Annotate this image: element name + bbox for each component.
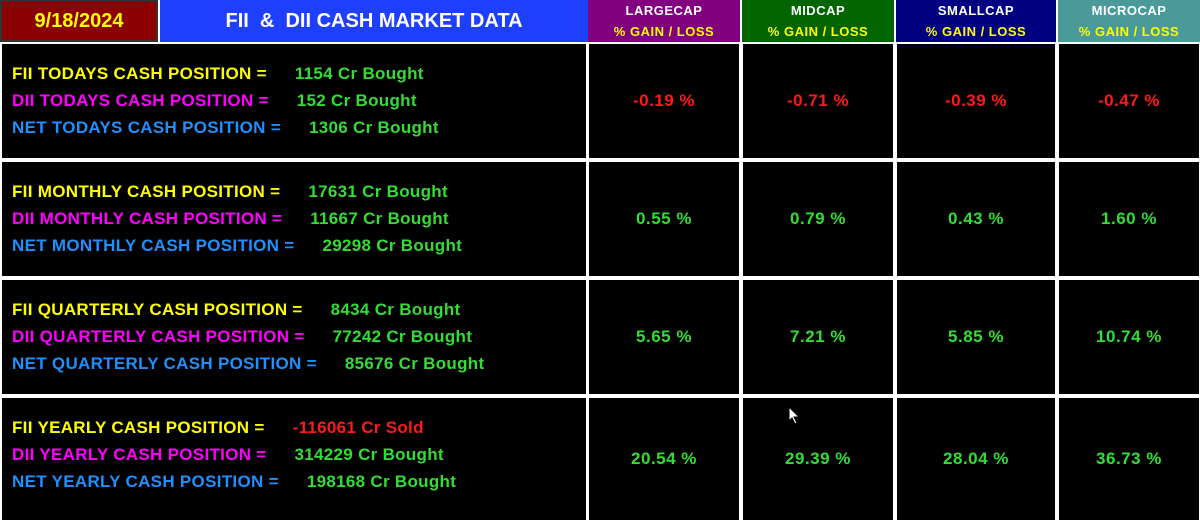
column-name: MICROCAP bbox=[1091, 3, 1167, 18]
position-value: 85676 Cr Bought bbox=[344, 354, 485, 373]
percent-change: 28.04 % bbox=[897, 398, 1055, 520]
position-line: DII QUARTERLY CASH POSITION = 77242 Cr Bo… bbox=[12, 327, 472, 347]
position-label: NET MONTHLY CASH POSITION = bbox=[12, 236, 295, 255]
position-line: DII TODAYS CASH POSITION = 152 Cr Bought bbox=[12, 91, 417, 111]
percent-change: 0.55 % bbox=[589, 162, 739, 276]
column-header: MIDCAP % GAIN / LOSS bbox=[742, 0, 894, 42]
column-header: SMALLCAP % GAIN / LOSS bbox=[896, 0, 1056, 42]
position-line: NET MONTHLY CASH POSITION = 29298 Cr Boug… bbox=[12, 236, 462, 256]
percent-change: 10.74 % bbox=[1059, 280, 1199, 394]
position-value: 77242 Cr Bought bbox=[332, 327, 473, 346]
position-line: NET YEARLY CASH POSITION = 198168 Cr Boug… bbox=[12, 472, 456, 492]
percent-change: 29.39 % bbox=[743, 398, 893, 520]
percent-change: 20.54 % bbox=[589, 398, 739, 520]
position-value: 314229 Cr Bought bbox=[294, 445, 444, 464]
position-label: FII QUARTERLY CASH POSITION = bbox=[12, 300, 303, 319]
percent-change: 36.73 % bbox=[1059, 398, 1199, 520]
column-header: MICROCAP % GAIN / LOSS bbox=[1058, 0, 1200, 42]
position-label: DII TODAYS CASH POSITION = bbox=[12, 91, 269, 110]
column-subtitle: % GAIN / LOSS bbox=[767, 24, 869, 39]
percent-change: 0.79 % bbox=[743, 162, 893, 276]
column-header: LARGECAP % GAIN / LOSS bbox=[588, 0, 740, 42]
position-label: FII YEARLY CASH POSITION = bbox=[12, 418, 265, 437]
percent-change: 1.60 % bbox=[1059, 162, 1199, 276]
column-name: MIDCAP bbox=[790, 3, 846, 18]
position-cell: FII QUARTERLY CASH POSITION = 8434 Cr Bou… bbox=[2, 280, 586, 394]
position-value: 198168 Cr Bought bbox=[306, 472, 457, 491]
percent-change: 5.85 % bbox=[897, 280, 1055, 394]
position-value: 152 Cr Bought bbox=[296, 91, 417, 110]
position-line: FII MONTHLY CASH POSITION = 17631 Cr Boug… bbox=[12, 182, 448, 202]
percent-change: 7.21 % bbox=[743, 280, 893, 394]
position-cell: FII MONTHLY CASH POSITION = 17631 Cr Boug… bbox=[2, 162, 586, 276]
position-label: FII MONTHLY CASH POSITION = bbox=[12, 182, 281, 201]
position-line: DII YEARLY CASH POSITION = 314229 Cr Boug… bbox=[12, 445, 444, 465]
position-line: NET QUARTERLY CASH POSITION = 85676 Cr Bo… bbox=[12, 354, 484, 374]
percent-change: 0.43 % bbox=[897, 162, 1055, 276]
position-value: 1154 Cr Bought bbox=[294, 64, 424, 83]
position-label: FII TODAYS CASH POSITION = bbox=[12, 64, 267, 83]
position-cell: FII YEARLY CASH POSITION = -116061 Cr Sol… bbox=[2, 398, 586, 520]
position-label: NET TODAYS CASH POSITION = bbox=[12, 118, 281, 137]
position-value: 17631 Cr Bought bbox=[308, 182, 448, 201]
position-value: 29298 Cr Bought bbox=[322, 236, 463, 255]
percent-change: -0.47 % bbox=[1059, 44, 1199, 158]
position-label: DII MONTHLY CASH POSITION = bbox=[12, 209, 283, 228]
percent-change: -0.39 % bbox=[897, 44, 1055, 158]
position-label: DII YEARLY CASH POSITION = bbox=[12, 445, 267, 464]
column-name: LARGECAP bbox=[625, 3, 703, 18]
position-value: 1306 Cr Bought bbox=[309, 118, 439, 137]
position-label: DII QUARTERLY CASH POSITION = bbox=[12, 327, 305, 346]
position-label: NET YEARLY CASH POSITION = bbox=[12, 472, 279, 491]
position-value: 11667 Cr Bought bbox=[310, 209, 449, 228]
column-subtitle: % GAIN / LOSS bbox=[925, 24, 1027, 39]
percent-change: -0.19 % bbox=[589, 44, 739, 158]
position-line: NET TODAYS CASH POSITION = 1306 Cr Bought bbox=[12, 118, 439, 138]
mouse-cursor bbox=[788, 406, 801, 425]
position-value: -116061 Cr Sold bbox=[292, 418, 424, 437]
position-line: DII MONTHLY CASH POSITION = 11667 Cr Boug… bbox=[12, 209, 449, 229]
position-line: FII YEARLY CASH POSITION = -116061 Cr Sol… bbox=[12, 418, 424, 438]
position-value: 8434 Cr Bought bbox=[330, 300, 461, 319]
date: 9/18/2024 bbox=[0, 0, 158, 42]
position-line: FII TODAYS CASH POSITION = 1154 Cr Bought bbox=[12, 64, 424, 84]
column-subtitle: % GAIN / LOSS bbox=[613, 24, 715, 39]
position-cell: FII TODAYS CASH POSITION = 1154 Cr Bought… bbox=[2, 44, 586, 158]
title: FII & DII CASH MARKET DATA bbox=[160, 0, 588, 42]
column-name: SMALLCAP bbox=[937, 3, 1015, 18]
percent-change: -0.71 % bbox=[743, 44, 893, 158]
percent-change: 5.65 % bbox=[589, 280, 739, 394]
column-subtitle: % GAIN / LOSS bbox=[1078, 24, 1180, 39]
position-line: FII QUARTERLY CASH POSITION = 8434 Cr Bou… bbox=[12, 300, 461, 320]
position-label: NET QUARTERLY CASH POSITION = bbox=[12, 354, 317, 373]
